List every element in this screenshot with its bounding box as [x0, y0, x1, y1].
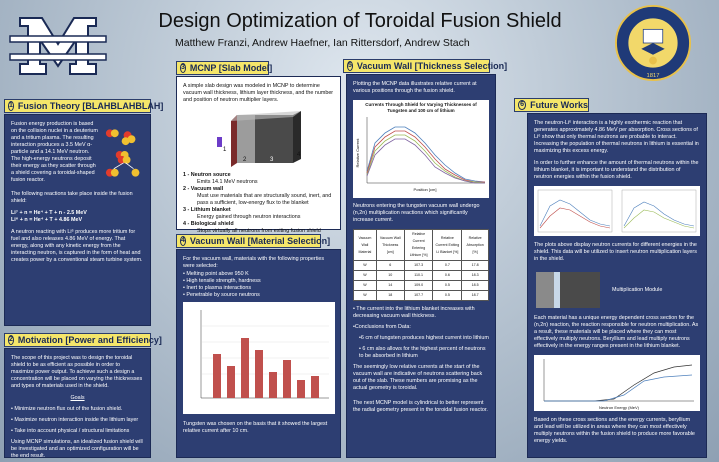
mcnp-panel: A simple slab design was modeled in MCNP… [176, 76, 341, 234]
vacuum-material-panel: For the vacuum wall, materials with the … [176, 249, 341, 458]
future-works-panel: The neutron-Li⁶ interaction is a highly … [527, 113, 707, 458]
reactions-intro: The following reactions take place insid… [11, 191, 133, 204]
mcnp-item-title: 1 - Neutron source [183, 172, 231, 178]
thickness-chart: Currents Through Shield for Varying Thic… [353, 100, 489, 199]
mcnp-item-desc: Energy gained through neutron interactio… [197, 214, 301, 220]
mcnp-header: 3 MCNP [Slab Model] [176, 61, 273, 75]
fusion-theory-header: 1 Fusion Theory [BLAHBLAHBLAH] [4, 99, 163, 113]
table-row: W 14 109.0 0.5 18.5 [353, 280, 489, 292]
mcnp-item-desc: Must use materials that are structurally… [197, 193, 332, 206]
thickness-yaxis-label: Relative Current [355, 138, 360, 168]
future-p5: Based on these cross sections and the en… [534, 417, 695, 444]
future-p1: The neutron-Li⁶ interaction is a highly … [534, 120, 699, 154]
fusion-theory-title: Fusion Theory [BLAHBLAHBLAH] [17, 101, 164, 111]
thickness-chart-plot: Relative Current Position [cm] [355, 117, 486, 192]
reaction-2: Li⁶ + n = He⁴ + T + 4.86 MeV [11, 217, 83, 223]
goals-title: Goals [70, 395, 85, 401]
property-item: • High tensile strength, hardness [183, 278, 261, 284]
fusion-outro: A neutron reacting with Li⁶ produces mor… [11, 229, 143, 263]
slab-label-2: 2 [243, 157, 247, 163]
thickness-table: Vacuum Wall Material Vacuum Wall Thicknes… [353, 229, 489, 302]
mcnp-item-desc: Emits 14.1 MeV neutrons [197, 179, 258, 185]
future-p4: Each material has a unique energy depend… [534, 315, 699, 349]
xs-xaxis-label: Neutron Energy (MeV) [599, 405, 640, 410]
section-number: 2 [8, 335, 14, 345]
motivation-panel: The scope of this project was to design … [4, 348, 151, 459]
poster-title: Design Optimization of Toroidal Fusion S… [158, 10, 562, 32]
mcnp-item-desc: Stops virtually all neutrons from exitin… [197, 228, 321, 234]
future-p3: The plots above display neutron currents… [534, 242, 697, 262]
future-works-header: 6 Future Works [514, 98, 589, 112]
mcnp-item-title: 4 - Biological shield [183, 221, 234, 227]
fusion-theory-panel: Fusion energy production is based on the… [4, 114, 151, 326]
svg-text:1817: 1817 [646, 73, 659, 79]
goal-item: • Take into account physical / structura… [11, 428, 130, 434]
thickness-p2: The seemingly low relative currents at t… [353, 364, 483, 392]
vacuum-thickness-title: Vacuum Wall [Thickness Selection] [356, 61, 508, 71]
motivation-header: 2 Motivation [Power and Efficiency] [4, 333, 162, 347]
material-bar-chart [183, 302, 335, 414]
vacuum-material-title: Vacuum Wall [Material Selection] [189, 236, 331, 246]
vacuum-thickness-panel: Plotting the MCNP data illustrates relat… [346, 74, 496, 458]
vacuum-thickness-header: 5 Vacuum Wall [Thickness Selection] [343, 59, 507, 73]
property-item: • Penetrable by source neutrons [183, 292, 260, 298]
multiplication-module-label: Multiplication Module [612, 286, 663, 293]
vacuum-material-intro: For the vacuum wall, materials with the … [183, 256, 325, 269]
section-number: 6 [518, 100, 527, 110]
table-row: W 6 107.3 0.7 17.8 [353, 260, 489, 272]
motivation-closing: Using MCNP simulations, an idealized fus… [11, 439, 143, 459]
reaction-1: Li⁷ + n = He⁴ + T + n - 2.5 MeV [11, 210, 87, 216]
thickness-chart-title: Currents Through Shield for Varying Thic… [365, 102, 477, 113]
slab-model-diagram: 1 2 3 4 [217, 111, 301, 167]
section-number: 3 [180, 63, 186, 73]
conclusion-item: •Conclusions from Data: [353, 324, 411, 331]
section-number: 4 [180, 236, 186, 246]
mcnp-intro: A simple slab design was modeled in MCNP… [183, 83, 334, 103]
poster-authors: Matthew Franzi, Andrew Haefner, Ian Ritt… [175, 37, 470, 49]
property-item: • Inert to plasma interactions [183, 285, 252, 291]
motivation-body: The scope of this project was to design … [11, 355, 143, 389]
multiplication-module-diagram [536, 272, 600, 308]
energy-current-plots [534, 186, 700, 236]
table-row: W 18 107.7 0.5 18.7 [353, 290, 489, 302]
thickness-xaxis-label: Position [cm] [414, 187, 437, 192]
future-works-title: Future Works [530, 100, 588, 110]
slab-label-4: 4 [297, 152, 301, 158]
thickness-p3: The next MCNP model is cylindrical to be… [353, 400, 488, 414]
property-item: • Melting point above 950 K [183, 271, 249, 277]
michigan-m-logo [9, 17, 107, 75]
table-row: W 10 110.1 0.6 18.3 [353, 270, 489, 282]
conclusion-item: •6 cm of tungsten produces highest curre… [359, 335, 489, 342]
fusion-intro: Fusion energy production is based on the… [11, 121, 98, 183]
vacuum-thickness-intro: Plotting the MCNP data illustrates relat… [353, 81, 477, 94]
motivation-title: Motivation [Power and Efficiency] [17, 335, 162, 345]
mcnp-title: MCNP [Slab Model] [189, 63, 273, 73]
vacuum-material-outro: Tungsten was chosen on the basis that it… [183, 421, 328, 434]
fusion-reaction-diagram [105, 129, 140, 177]
section-number: 5 [347, 61, 353, 71]
slab-label-3: 3 [270, 157, 274, 163]
slab-label-1: 1 [223, 147, 227, 153]
cross-section-chart: Neutron Energy (MeV) [534, 355, 700, 411]
goal-item: • Minimize neutron flux out of the fusio… [11, 406, 123, 412]
thickness-mid-text: Neutrons entering the tungsten vacuum wa… [353, 203, 480, 224]
goal-item: • Maximize neutron interaction inside th… [11, 417, 139, 423]
future-p2: In order to further enhance the amount o… [534, 160, 699, 180]
mcnp-item-title: 2 - Vacuum wall [183, 186, 224, 192]
mcnp-item-title: 3 - Lithium blanket [183, 207, 231, 213]
section-number: 1 [8, 101, 14, 111]
conclusion-item: • 6 cm also allows for the highest perce… [359, 346, 486, 360]
vacuum-material-header: 4 Vacuum Wall [Material Selection] [176, 234, 330, 248]
university-seal: 1817 [614, 4, 692, 82]
conclusion-item: • The current into the lithium blanket i… [353, 306, 475, 320]
